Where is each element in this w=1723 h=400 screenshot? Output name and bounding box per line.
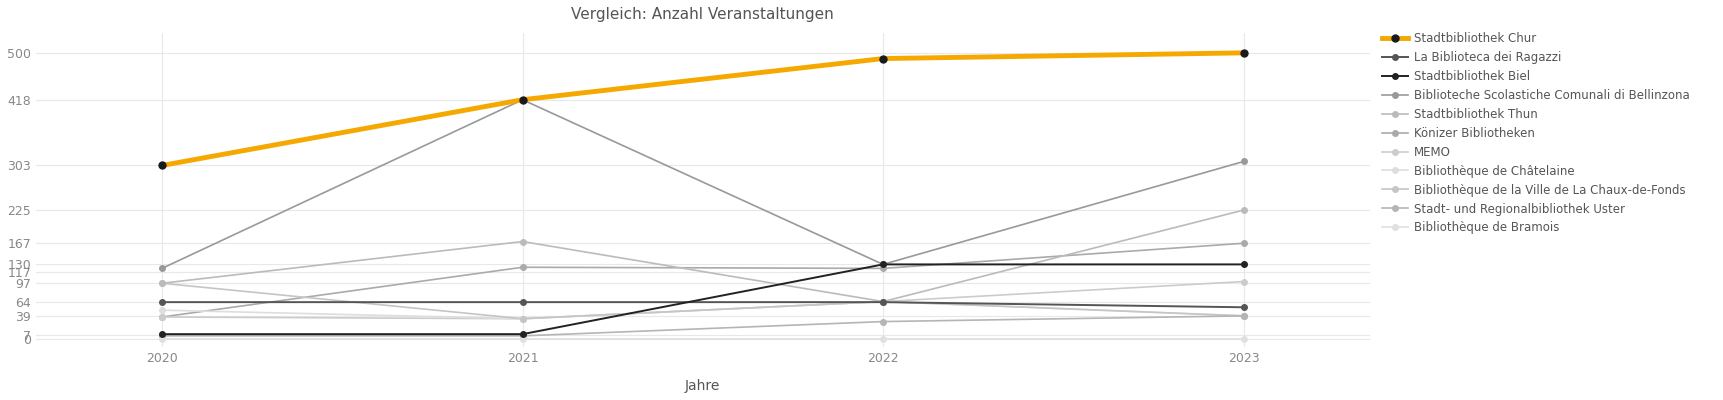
- Line: Stadtbibliothek Thun: Stadtbibliothek Thun: [159, 207, 1246, 304]
- Stadtbibliothek Chur: [874, 56, 894, 61]
- Line: Könizer Bibliotheken: Könizer Bibliotheken: [159, 240, 1246, 320]
- La Biblioteca dei Ragazzi: [1234, 305, 1254, 310]
- Biblioteche Scolastiche Comunali di Bellinzona: [512, 97, 532, 102]
- Line: Bibliothèque de Bramois: Bibliothèque de Bramois: [159, 336, 1246, 342]
- La Biblioteca dei Ragazzi: [152, 300, 172, 304]
- Line: Stadtbibliothek Biel: Stadtbibliothek Biel: [159, 262, 1246, 337]
- Bibliothèque de Bramois: [874, 336, 894, 341]
- Stadtbibliothek Biel: [1234, 262, 1254, 267]
- Könizer Bibliotheken: [1234, 241, 1254, 246]
- La Biblioteca dei Ragazzi: [874, 300, 894, 304]
- Stadt- und Regionalbibliothek Uster: [874, 319, 894, 324]
- Line: Stadt- und Regionalbibliothek Uster: Stadt- und Regionalbibliothek Uster: [159, 313, 1246, 339]
- Bibliothèque de Châtelaine: [1234, 314, 1254, 318]
- MEMO: [1234, 279, 1254, 284]
- Biblioteche Scolastiche Comunali di Bellinzona: [1234, 159, 1254, 164]
- Stadtbibliothek Chur: [512, 97, 532, 102]
- Bibliothèque de Bramois: [152, 336, 172, 341]
- Stadtbibliothek Thun: [874, 299, 894, 304]
- Stadtbibliothek Chur: [1234, 50, 1254, 55]
- Stadtbibliothek Thun: [512, 239, 532, 244]
- Stadtbibliothek Thun: [1234, 208, 1254, 212]
- Legend: Stadtbibliothek Chur, La Biblioteca dei Ragazzi, Stadtbibliothek Biel, Bibliotec: Stadtbibliothek Chur, La Biblioteca dei …: [1382, 32, 1690, 234]
- Bibliothèque de la Ville de La Chaux-de-Fonds: [874, 299, 894, 304]
- Stadt- und Regionalbibliothek Uster: [1234, 314, 1254, 318]
- Stadtbibliothek Biel: [512, 332, 532, 336]
- Line: Stadtbibliothek Chur: Stadtbibliothek Chur: [159, 49, 1247, 169]
- Stadt- und Regionalbibliothek Uster: [152, 334, 172, 338]
- Line: Bibliothèque de Châtelaine: Bibliothèque de Châtelaine: [159, 299, 1246, 322]
- Biblioteche Scolastiche Comunali di Bellinzona: [152, 266, 172, 271]
- Könizer Bibliotheken: [512, 265, 532, 270]
- Bibliothèque de la Ville de La Chaux-de-Fonds: [512, 316, 532, 321]
- Line: Biblioteche Scolastiche Comunali di Bellinzona: Biblioteche Scolastiche Comunali di Bell…: [159, 97, 1246, 271]
- MEMO: [512, 316, 532, 321]
- Bibliothèque de Bramois: [512, 336, 532, 341]
- Bibliothèque de Châtelaine: [152, 308, 172, 312]
- Stadt- und Regionalbibliothek Uster: [512, 334, 532, 338]
- Line: Bibliothèque de la Ville de La Chaux-de-Fonds: Bibliothèque de la Ville de La Chaux-de-…: [159, 280, 1246, 322]
- Könizer Bibliotheken: [874, 266, 894, 271]
- X-axis label: Jahre: Jahre: [686, 379, 720, 393]
- MEMO: [152, 315, 172, 320]
- Stadtbibliothek Thun: [152, 281, 172, 286]
- Stadtbibliothek Biel: [152, 332, 172, 336]
- La Biblioteca dei Ragazzi: [512, 300, 532, 304]
- Bibliothèque de Bramois: [1234, 336, 1254, 341]
- Bibliothèque de la Ville de La Chaux-de-Fonds: [1234, 314, 1254, 318]
- Stadtbibliothek Biel: [874, 262, 894, 267]
- MEMO: [874, 299, 894, 304]
- Könizer Bibliotheken: [152, 315, 172, 320]
- Bibliothèque de Châtelaine: [874, 299, 894, 304]
- Bibliothèque de Châtelaine: [512, 316, 532, 321]
- Bibliothèque de la Ville de La Chaux-de-Fonds: [152, 281, 172, 286]
- Line: MEMO: MEMO: [159, 279, 1246, 322]
- Title: Vergleich: Anzahl Veranstaltungen: Vergleich: Anzahl Veranstaltungen: [572, 7, 834, 22]
- Stadtbibliothek Chur: [152, 163, 172, 168]
- Biblioteche Scolastiche Comunali di Bellinzona: [874, 262, 894, 267]
- Line: La Biblioteca dei Ragazzi: La Biblioteca dei Ragazzi: [159, 299, 1246, 310]
